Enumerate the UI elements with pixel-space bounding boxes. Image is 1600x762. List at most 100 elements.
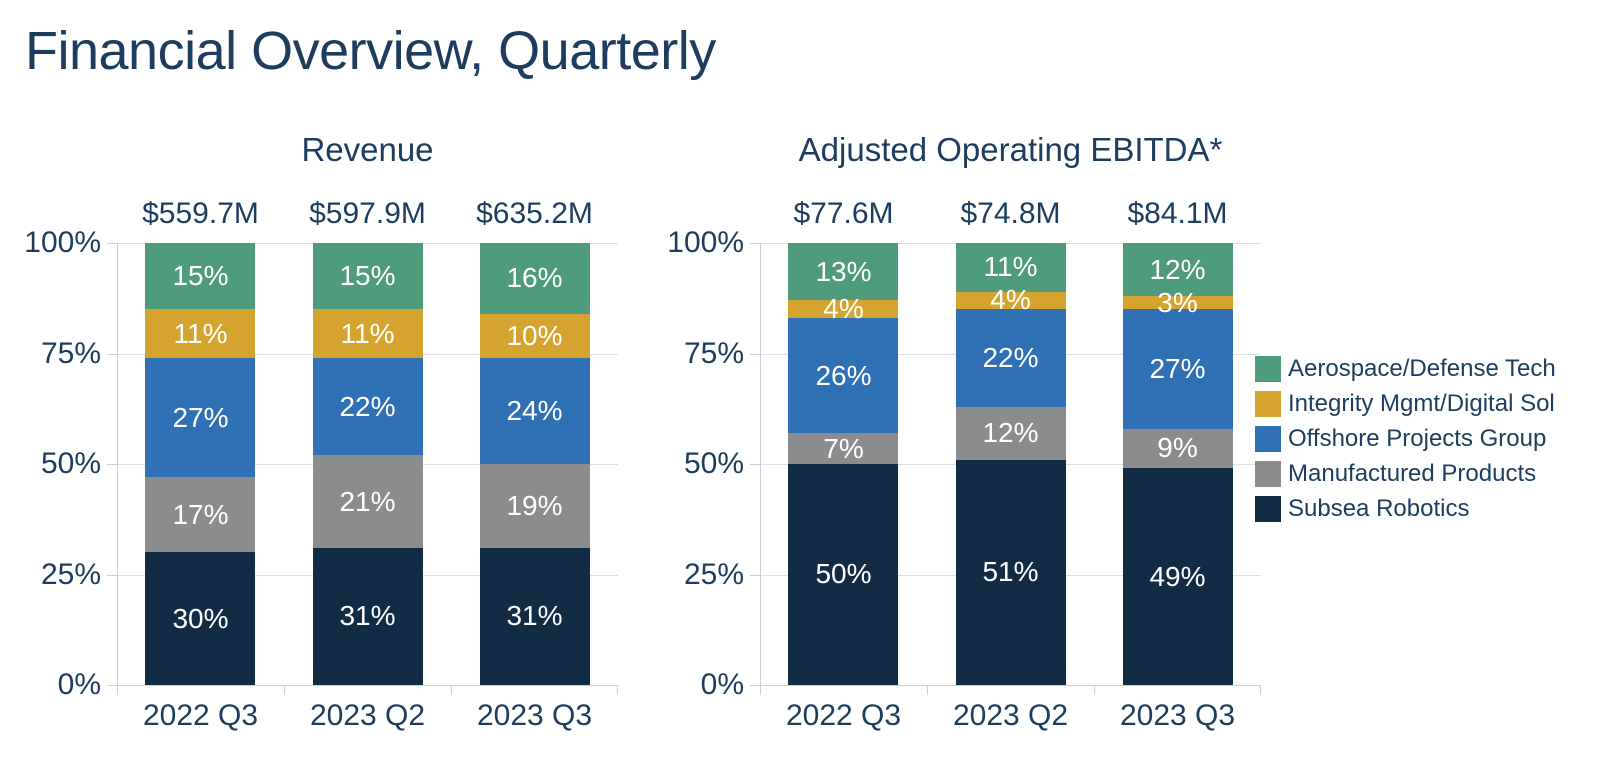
stacked-bar: 13% 4% 26% 7% 50% [788,243,899,685]
segment-label: 31% [339,600,396,632]
bar-segment: 51% [955,459,1066,685]
segment-label: 22% [339,390,396,422]
bar-segment: 4% [788,293,899,324]
segment-label: 15% [172,260,229,292]
segment-label: 24% [506,394,563,426]
bar-segment: 17% [145,477,256,553]
legend-item: Manufactured Products [1255,461,1556,487]
y-axis-tick [107,353,117,355]
bar-segment: 4% [955,284,1066,315]
segment-label: 12% [982,417,1039,449]
segment-label: 21% [339,485,396,517]
ebitda-chart: Adjusted Operating EBITDA* 100% 75% 50% 25% 0… [667,131,1261,732]
legend-swatch [1255,496,1281,522]
bar-total-label: $635.2M [476,197,593,230]
y-axis-line [760,243,761,685]
bar-segment: 22% [955,309,1066,407]
segment-label: 11% [173,317,228,349]
bar-segment: 15% [312,243,423,310]
bar-segment: 49% [1122,468,1233,685]
y-axis-tick [107,243,117,244]
bar-segment: 27% [1122,309,1233,429]
x-axis-label: 2023 Q2 [952,699,1069,732]
x-axis-tick [926,685,928,695]
y-axis-tick [107,574,117,576]
y-axis-label: 0% [700,668,744,701]
segment-label: 4% [823,293,864,325]
x-axis-tick [450,685,452,695]
bar-segment: 12% [1122,243,1233,297]
segment-label: 16% [506,262,563,294]
y-axis-label: 100% [24,226,101,259]
legend-label: Integrity Mgmt/Digital Sol [1288,390,1555,417]
x-axis-line [760,685,1261,686]
stacked-bar: 15% 11% 22% 21% 31% [312,243,423,685]
bar-segment: 24% [479,357,590,464]
bar-segment: 30% [145,552,256,685]
bar-segment: 3% [1122,287,1233,318]
segment-label: 3% [1157,286,1198,318]
x-axis-tick [1260,685,1261,695]
y-axis-tick [750,464,760,465]
x-axis-tick [1093,685,1095,695]
bar-segment: 12% [955,406,1066,460]
y-axis-label: 50% [40,447,101,480]
legend-item: Subsea Robotics [1255,496,1556,522]
x-axis-label: 2023 Q2 [309,699,426,732]
bar-segment: 13% [788,243,899,301]
segment-label: 27% [1149,352,1206,384]
segment-label: 30% [172,602,229,634]
segment-label: 11% [340,317,395,349]
segment-label: 49% [1149,560,1206,592]
bar-segment: 31% [479,547,590,685]
legend-swatch [1255,391,1281,417]
y-axis-tick [107,685,117,686]
segment-label: 50% [815,558,872,590]
bar-total-label: $84.1M [1127,197,1228,230]
x-axis-tick [283,685,285,695]
bar-total-label: $74.8M [960,197,1061,230]
legend-swatch [1255,461,1281,487]
y-axis-tick [750,685,760,686]
bar-segment: 11% [312,309,423,358]
bar-segment: 19% [479,463,590,548]
x-axis-tick [760,685,761,695]
segment-label: 31% [506,600,563,632]
bar-segment: 31% [312,547,423,685]
bar-segment: 9% [1122,428,1233,469]
legend-label: Offshore Projects Group [1288,425,1547,452]
bar-segment: 21% [312,455,423,548]
bar-segment: 11% [955,243,1066,292]
y-axis-tick [750,353,760,355]
segment-label: 27% [172,401,229,433]
segment-label: 26% [815,359,872,391]
stacked-bar: 16% 10% 24% 19% 31% [479,243,590,685]
segment-label: 11% [983,251,1038,283]
legend-swatch [1255,356,1281,382]
stacked-bar: 15% 11% 27% 17% 30% [145,243,256,685]
bar-total-label: $559.7M [142,197,259,230]
segment-label: 13% [815,255,872,287]
x-axis-tick [617,685,618,695]
x-axis-label: 2022 Q3 [785,699,902,732]
revenue-chart: Revenue 100% 75% 50% 25% 0% $559.7M 2022 Q3 15% 1… [24,131,618,732]
bar-segment: 50% [788,463,899,685]
stacked-bar: 12% 3% 27% 9% 49% [1122,243,1233,685]
segment-label: 12% [1149,253,1206,285]
legend-label: Subsea Robotics [1288,495,1470,522]
y-axis-label: 75% [40,336,101,370]
chart-title: Adjusted Operating EBITDA* [798,131,1223,168]
legend-item: Aerospace/Defense Tech [1255,356,1556,382]
bar-total-label: $77.6M [793,197,894,230]
bar-segment: 11% [145,309,256,358]
bar-segment: 27% [145,357,256,478]
legend-item: Integrity Mgmt/Digital Sol [1255,391,1556,417]
x-axis-label: 2023 Q3 [1119,699,1236,732]
legend-label: Manufactured Products [1288,460,1537,487]
y-axis-line [117,243,118,685]
x-axis-label: 2023 Q3 [476,699,593,732]
bar-segment: 26% [788,318,899,434]
bar-total-label: $597.9M [309,197,426,230]
segment-label: 19% [506,489,563,521]
